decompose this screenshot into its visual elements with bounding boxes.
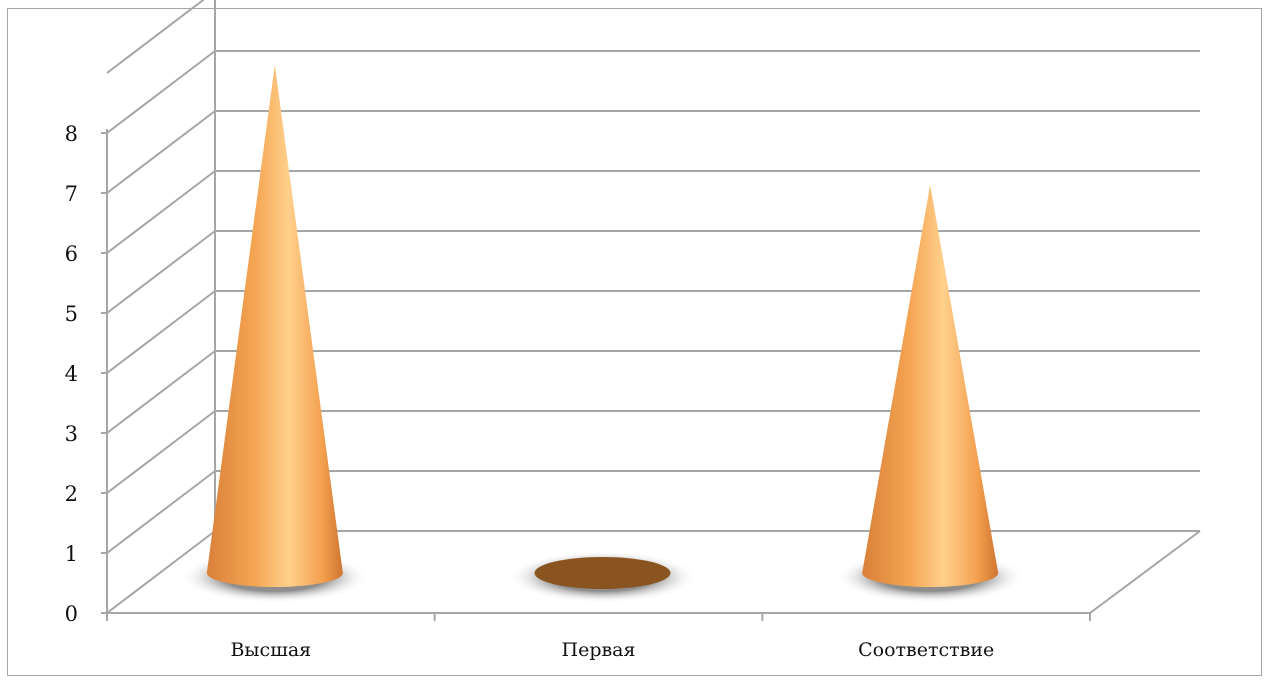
side-wall-gridline — [106, 410, 216, 494]
side-wall-gridline — [106, 290, 216, 374]
cone-bar-zero — [534, 557, 671, 589]
floor-right-edge — [1089, 530, 1201, 614]
side-wall-gridline — [106, 530, 216, 614]
y-tick-label: 3 — [65, 422, 78, 446]
side-wall-gridline — [106, 230, 216, 314]
x-category-label: Соответствие — [858, 639, 994, 661]
y-tick-label: 6 — [65, 242, 78, 266]
y-tick-label: 7 — [65, 182, 78, 206]
cone-bar — [862, 185, 999, 587]
x-category-label: Высшая — [230, 639, 311, 661]
y-tick-label: 5 — [65, 302, 78, 326]
side-wall-gridline — [106, 470, 216, 554]
side-wall-gridline — [106, 110, 216, 194]
y-tick-label: 4 — [65, 362, 78, 386]
side-wall-gridline — [106, 170, 216, 254]
cone-bar — [206, 65, 343, 587]
x-category-label: Первая — [562, 639, 636, 661]
side-wall-gridline — [106, 0, 205, 74]
side-wall-gridline — [106, 350, 216, 434]
y-tick-label: 8 — [65, 122, 78, 146]
side-wall-gridline — [106, 50, 216, 134]
chart-frame — [7, 8, 1262, 676]
y-tick-label: 2 — [65, 482, 78, 506]
y-tick-label: 1 — [65, 542, 78, 566]
y-tick-label: 0 — [65, 602, 78, 626]
